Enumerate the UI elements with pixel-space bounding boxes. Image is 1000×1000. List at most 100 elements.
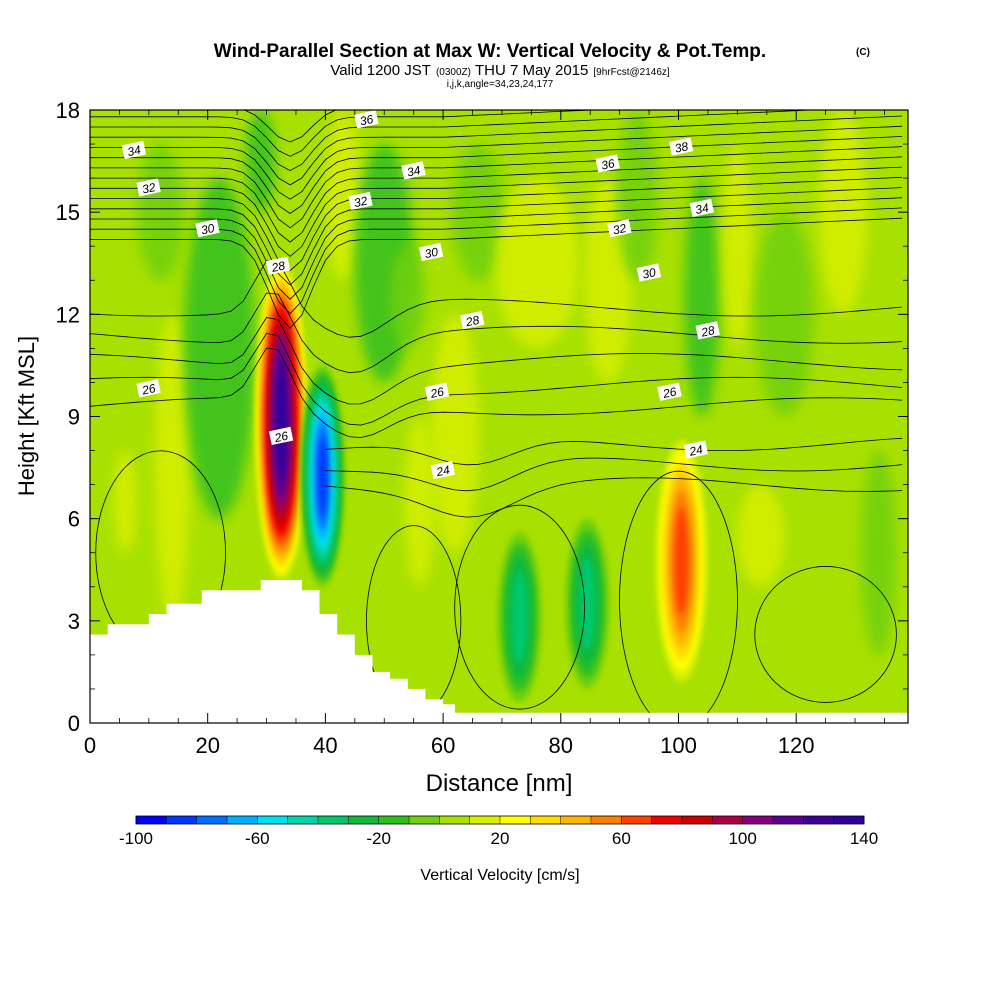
field-texture (390, 246, 426, 349)
y-tick-label: 0 (68, 711, 80, 736)
theta-contour-mid (90, 317, 903, 405)
field-texture (616, 110, 658, 281)
theta-contour-label: 38 (668, 137, 694, 156)
theta-contour-label: 30 (195, 219, 220, 238)
theta-contour-label: 30 (636, 263, 662, 282)
theta-label-text: 30 (641, 265, 657, 282)
field-texture (737, 484, 785, 587)
theta-contour-upper (90, 207, 903, 315)
plot-area: 3432302826263634323028262436383432302826… (56, 98, 909, 758)
y-tick-label: 15 (56, 200, 80, 225)
theta-contour-mid (90, 260, 903, 338)
x-tick-label: 120 (778, 733, 815, 758)
colorbar-bin (166, 816, 197, 824)
theta-label-text: 30 (200, 221, 216, 238)
theta-contour-labels: 34 32 30 28 26 26 36 34 32 30 28 26 24 36 38 34 32 30 28 26… (121, 110, 720, 480)
colorbar-tick-label: 100 (728, 829, 756, 848)
colorbar-bin (621, 816, 652, 824)
field-texture (404, 416, 435, 587)
theta-label-text: 34 (694, 200, 710, 217)
colorbar-bin (560, 816, 592, 824)
field-texture (113, 450, 138, 553)
theta-label-box (268, 426, 294, 446)
theta-contour-mid (90, 292, 903, 374)
updraft-core-0-level (277, 374, 285, 469)
chart-subtitle: Valid 1200 JST (0300Z) THU 7 May 2015 [9hrF… (330, 62, 670, 79)
theta-label-text: 28 (269, 258, 286, 275)
field-texture (495, 178, 579, 349)
y-tick-label: 9 (68, 405, 80, 430)
colorbar: -100 -60 -20 20 60 100 140 (119, 815, 878, 848)
downdraft-core-4-level (579, 557, 596, 651)
downdraft-core-3-level (511, 570, 528, 664)
theta-contour-label: 26 (657, 382, 682, 401)
velocity-field (90, 110, 908, 723)
theta-label-text: 26 (428, 384, 445, 401)
theta-label-text: 32 (612, 221, 628, 238)
colorbar-tick-label: 60 (612, 829, 631, 848)
colorbar-bin (196, 816, 228, 824)
theta-contour-upper (90, 156, 903, 243)
theta-label-box (636, 263, 662, 282)
theta-label-box (430, 460, 456, 480)
colorbar-bin (500, 816, 531, 824)
theta-label-text: 26 (272, 429, 289, 446)
theta-contour-upper (90, 176, 903, 272)
theta-label-box (354, 110, 379, 129)
theta-contour-label: 32 (607, 219, 632, 238)
chart-subtitle-indices: i,j,k,angle=34,23,24,177 (447, 79, 554, 90)
theta-label-box (668, 137, 694, 156)
theta-contour-label: 26 (424, 382, 450, 401)
terrain-mask (90, 580, 908, 723)
theta-label-text: 28 (699, 323, 716, 340)
theta-contour-label: 32 (136, 178, 161, 197)
theta-label-box (689, 198, 715, 217)
theta-contour-upper (90, 125, 903, 200)
theta-contour-label: 32 (348, 191, 373, 211)
colorbar-bin (682, 816, 713, 824)
theta-contour-loop (454, 504, 585, 710)
colorbar-tick-label: -20 (366, 829, 391, 848)
x-tick-label: 20 (195, 733, 219, 758)
theta-label-text: 38 (673, 139, 689, 156)
colorbar-bin (773, 816, 804, 824)
y-tick-label: 3 (68, 609, 80, 634)
theta-contour-mid (90, 332, 903, 426)
theta-contour-upper (90, 197, 903, 300)
colorbar-bin (439, 816, 470, 824)
theta-contour-label: 36 (595, 154, 620, 173)
updraft-core-2-level (674, 507, 689, 616)
theta-contour-label: 28 (695, 321, 720, 340)
theta-contour-label: 26 (268, 426, 294, 446)
colorbar-tick-label: -100 (119, 829, 153, 848)
theta-contours (90, 110, 903, 723)
theta-label-box (683, 440, 709, 459)
theta-label-text: 32 (353, 194, 369, 211)
theta-contour-upper (90, 146, 903, 229)
x-tick-label: 80 (549, 733, 573, 758)
chart-title: Wind-Parallel Section at Max W: Vertical… (214, 41, 766, 62)
chart-title-block: Wind-Parallel Section at Max W: Vertical… (214, 41, 870, 90)
field-texture (860, 450, 897, 655)
theta-contour-loop (754, 566, 897, 703)
x-tick-label: 0 (84, 733, 96, 758)
theta-contour-label: 28 (265, 256, 291, 275)
theta-contour-label: 24 (683, 440, 709, 459)
field-texture (431, 314, 479, 553)
x-tick-label: 40 (313, 733, 337, 758)
colorbar-bin (318, 816, 349, 824)
chart-title-mark: (C) (856, 47, 870, 58)
field-texture (819, 110, 867, 315)
theta-label-text: 30 (423, 245, 439, 262)
colorbar-bin (651, 816, 683, 824)
theta-label-text: 26 (140, 381, 157, 398)
colorbar-bin (257, 816, 288, 824)
theta-contour-label: 28 (460, 310, 485, 330)
theta-contour-label: 34 (689, 198, 715, 217)
theta-label-box (607, 219, 632, 238)
field-texture (684, 178, 720, 417)
field-texture (184, 178, 255, 519)
theta-label-text: 26 (661, 384, 678, 401)
subtitle-valid: Valid 1200 JST (330, 62, 431, 79)
